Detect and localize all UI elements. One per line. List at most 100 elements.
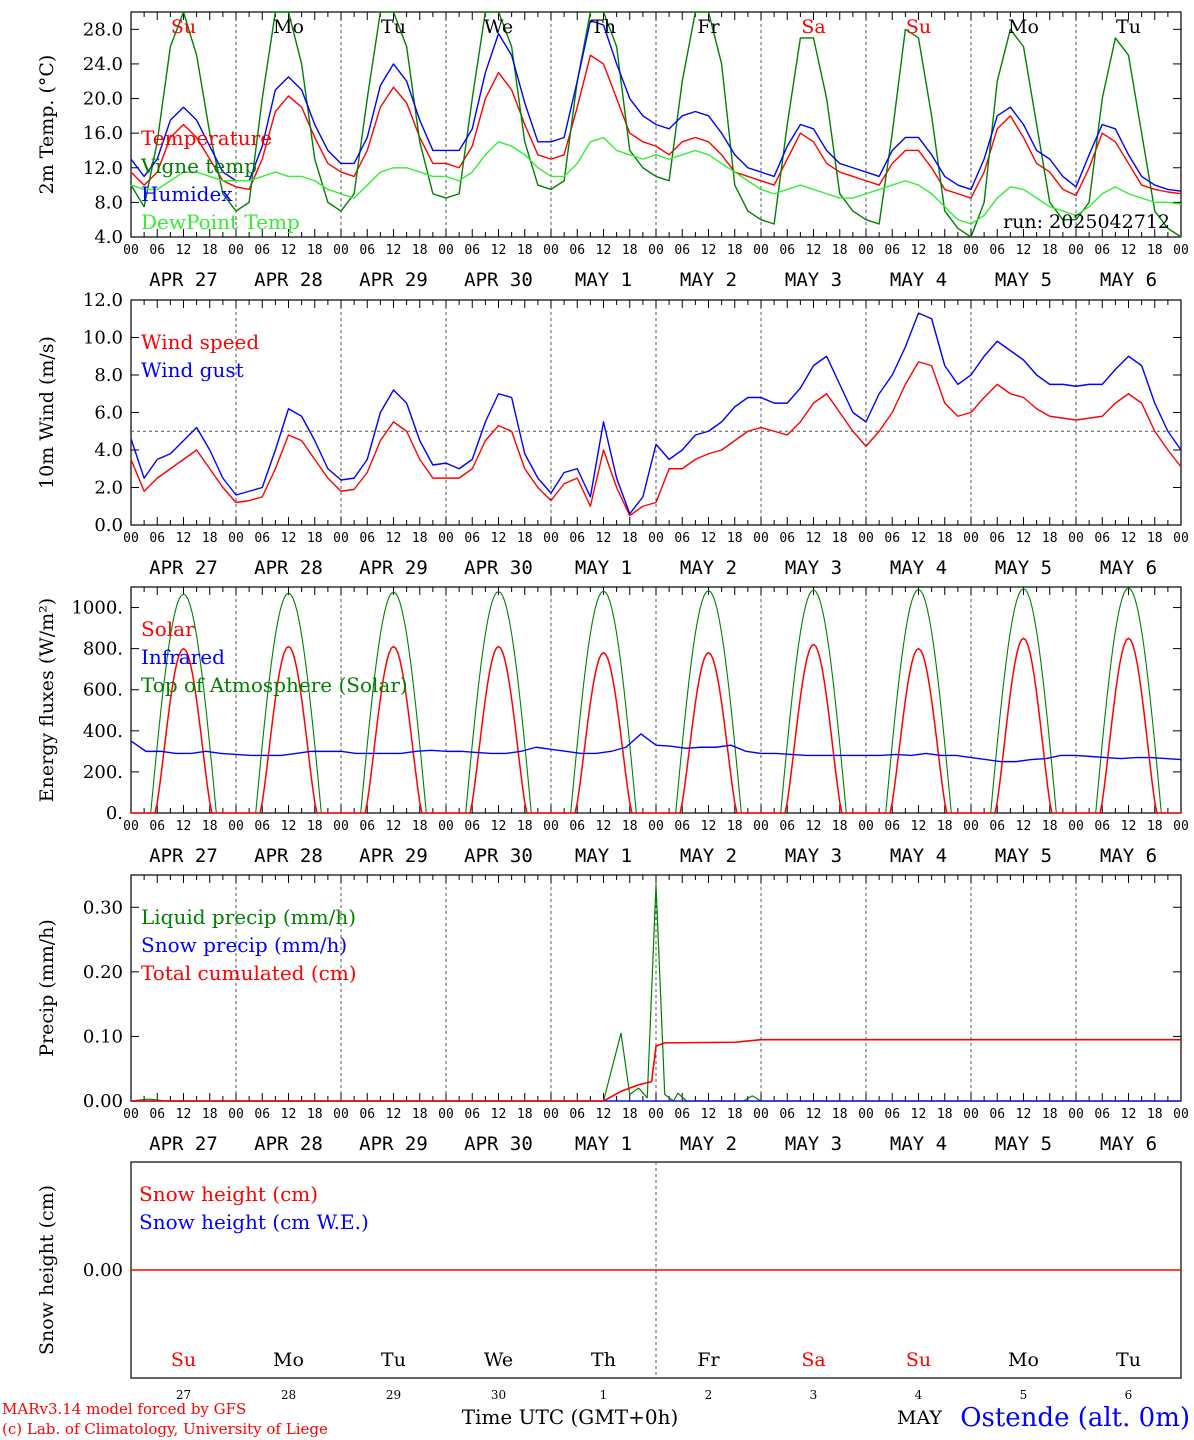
hour-label: 06: [149, 243, 165, 258]
hour-label: 06: [149, 531, 165, 546]
date-label: MAY 5: [995, 269, 1052, 291]
hour-label: 00: [858, 531, 874, 546]
hour-label: 00: [228, 819, 244, 834]
date-label: MAY 4: [890, 1133, 947, 1155]
hour-label: 12: [176, 243, 192, 258]
hour-label: 06: [254, 1107, 270, 1122]
weekday-label: Tu: [381, 1349, 406, 1371]
series-total-precip: [131, 1038, 1181, 1102]
y-tick-label: 8.0: [94, 192, 123, 213]
hour-label: 18: [622, 819, 638, 834]
hour-label: 12: [491, 1107, 507, 1122]
hour-label: 06: [989, 1107, 1005, 1122]
hour-label: 18: [412, 531, 428, 546]
series-dewpoint-temp: [130, 136, 1182, 225]
date-label: MAY 6: [1100, 557, 1157, 579]
hour-label: 00: [438, 531, 454, 546]
date-label: APR 28: [254, 845, 323, 867]
y-tick-label: 0.10: [83, 1026, 123, 1047]
hour-label: 00: [1173, 531, 1189, 546]
hour-label: 12: [1121, 1107, 1137, 1122]
hour-label: 06: [779, 531, 795, 546]
weekday-label: Fr: [697, 16, 720, 38]
hour-label: 06: [1094, 1107, 1110, 1122]
day-number: 3: [810, 1388, 818, 1402]
hour-label: 00: [963, 819, 979, 834]
hour-label: 06: [149, 1107, 165, 1122]
hour-label: 12: [701, 243, 717, 258]
date-label: APR 29: [359, 845, 428, 867]
hour-label: 12: [911, 531, 927, 546]
station-label: Ostende (alt. 0m): [960, 1403, 1190, 1433]
date-label: APR 27: [149, 269, 218, 291]
weekday-label: Tu: [381, 16, 406, 38]
hour-label: 18: [727, 531, 743, 546]
weekday-label: Tu: [1116, 1349, 1141, 1371]
date-label: MAY 3: [785, 269, 842, 291]
date-label: MAY 6: [1100, 845, 1157, 867]
hour-label: 12: [176, 531, 192, 546]
hour-label: 12: [386, 531, 402, 546]
hour-label: 00: [543, 1107, 559, 1122]
date-label: APR 30: [464, 1133, 533, 1155]
hour-label: 00: [543, 243, 559, 258]
series-vigne-temp: [130, 11, 1182, 238]
hour-label: 12: [491, 819, 507, 834]
y-tick-label: 4.0: [94, 440, 123, 461]
date-label: MAY 6: [1100, 1133, 1157, 1155]
date-label: APR 27: [149, 845, 218, 867]
legend-item: Wind speed: [141, 330, 259, 354]
hour-label: 12: [1121, 819, 1137, 834]
hour-label: 12: [911, 1107, 927, 1122]
hour-label: 00: [543, 531, 559, 546]
y-tick-label: 400.: [83, 721, 123, 742]
y-tick-label: 200.: [83, 762, 123, 783]
hour-label: 12: [281, 243, 297, 258]
precip-axis-title: Precip (mm/h): [36, 919, 58, 1057]
y-tick-label: 600.: [83, 680, 123, 701]
legend-item: Humidex: [141, 182, 233, 206]
series-humidex: [130, 19, 1182, 192]
hour-label: 00: [858, 243, 874, 258]
hour-label: 18: [727, 1107, 743, 1122]
date-label: MAY 2: [680, 557, 737, 579]
hour-label: 06: [674, 1107, 690, 1122]
legend-item: Temperature: [141, 126, 272, 150]
y-tick-label: 10.0: [83, 328, 123, 349]
day-number: 6: [1125, 1388, 1133, 1402]
hour-label: 00: [123, 819, 139, 834]
hour-label: 12: [386, 1107, 402, 1122]
hour-label: 06: [884, 819, 900, 834]
hour-label: 12: [1121, 243, 1137, 258]
hour-label: 12: [386, 243, 402, 258]
date-label: MAY 6: [1100, 269, 1157, 291]
hour-label: 18: [937, 819, 953, 834]
hour-label: 12: [701, 1107, 717, 1122]
hour-label: 12: [281, 819, 297, 834]
weekday-label: Fr: [697, 1349, 720, 1371]
hour-label: 12: [1016, 1107, 1032, 1122]
hour-label: 12: [806, 819, 822, 834]
hour-label: 12: [806, 243, 822, 258]
hour-label: 00: [648, 1107, 664, 1122]
date-label: APR 27: [149, 557, 218, 579]
hour-label: 06: [569, 1107, 585, 1122]
hour-label: 12: [596, 819, 612, 834]
hour-label: 18: [832, 1107, 848, 1122]
hour-label: 00: [963, 243, 979, 258]
hour-label: 00: [648, 819, 664, 834]
hour-label: 12: [491, 243, 507, 258]
hour-label: 06: [989, 819, 1005, 834]
weekday-label: We: [484, 1349, 513, 1371]
hour-label: 00: [438, 1107, 454, 1122]
hour-label: 12: [386, 819, 402, 834]
hour-label: 18: [937, 531, 953, 546]
legend-item: Total cumulated (cm): [141, 961, 357, 985]
hour-label: 06: [884, 1107, 900, 1122]
weekday-label: Su: [171, 16, 196, 38]
hour-label: 06: [674, 243, 690, 258]
hour-label: 18: [937, 243, 953, 258]
hour-label: 06: [884, 243, 900, 258]
hour-label: 12: [281, 531, 297, 546]
hour-label: 12: [1016, 531, 1032, 546]
